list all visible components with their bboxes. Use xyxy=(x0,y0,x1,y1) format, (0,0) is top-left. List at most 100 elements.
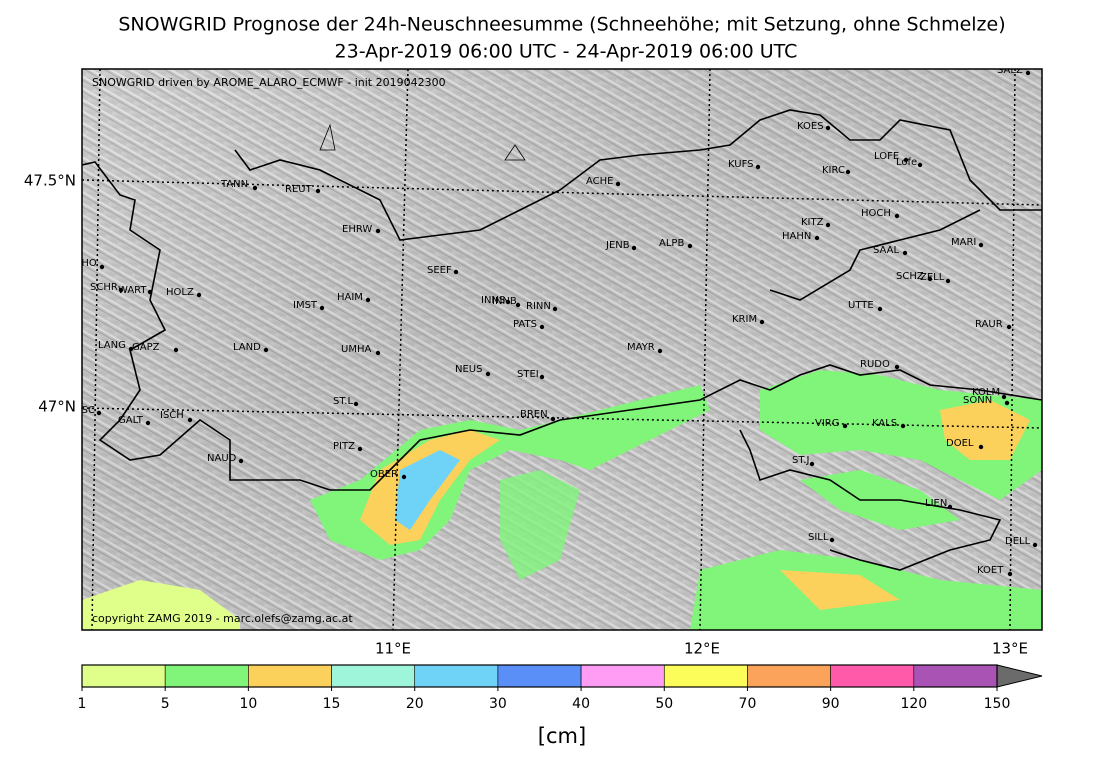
subtitle: 23-Apr-2019 06:00 UTC - 24-Apr-2019 06:0… xyxy=(335,41,798,63)
station-label: INNS xyxy=(481,295,505,306)
copyright: copyright ZAMG 2019 - marc.olefs@zamg.ac… xyxy=(92,612,353,625)
station-label: TANN xyxy=(220,179,248,190)
station-label: DELL xyxy=(1005,536,1031,547)
station-label: KITZ xyxy=(801,217,824,228)
station-label: SAAL xyxy=(873,245,899,256)
station-dot xyxy=(485,371,491,377)
colorbar-tick-label: 90 xyxy=(822,696,840,712)
lon-label: 12°E xyxy=(684,640,720,658)
station-label: ALPB xyxy=(659,238,684,249)
colorbar-bin xyxy=(663,664,748,688)
station-label: KUFS xyxy=(728,159,754,170)
station-label: BREN xyxy=(520,409,548,420)
station-dot xyxy=(1004,400,1010,406)
colorbar-label: [cm] xyxy=(538,724,586,748)
colorbar: 1 5 10 15 20 30 40 50 70 90 120 150[cm] xyxy=(78,664,1043,748)
station-label: INNB xyxy=(492,296,517,307)
lat-label: 47.5°N xyxy=(24,172,76,190)
station-dot xyxy=(903,157,909,163)
station-label: MAYR xyxy=(627,342,655,353)
station-dot xyxy=(263,347,269,353)
station-dot xyxy=(539,324,545,330)
station-label: KOET xyxy=(977,565,1004,576)
station-dot xyxy=(947,504,953,510)
station-dot xyxy=(825,125,831,131)
station-label: GASC xyxy=(67,405,95,416)
station-dot xyxy=(315,188,321,194)
colorbar-tick-label: 70 xyxy=(739,696,757,712)
station-label: RINN xyxy=(526,301,551,312)
station-dot xyxy=(505,299,511,305)
colorbar-tick-label: 120 xyxy=(900,696,927,712)
station-dot xyxy=(550,416,556,422)
colorbar-bin xyxy=(164,664,249,688)
station-dot xyxy=(1001,394,1007,400)
station-label: RUDO xyxy=(860,359,890,370)
station-dot xyxy=(842,423,848,429)
station-dot xyxy=(99,264,105,270)
station-label: REUT xyxy=(285,184,313,195)
station-label: UMHA xyxy=(341,344,371,355)
colorbar-bin xyxy=(580,664,665,688)
station-label: KRIM xyxy=(732,314,757,325)
colorbar-tick-label: 50 xyxy=(655,696,673,712)
station-label: ZELL xyxy=(920,272,945,283)
station-label: Lofe xyxy=(896,157,917,168)
station-label: ST.J xyxy=(792,455,809,466)
station-label: NAUD xyxy=(207,453,237,464)
colorbar-bin xyxy=(81,664,166,688)
station-dot xyxy=(1032,542,1038,548)
title: SNOWGRID Prognose der 24h-Neuschneesumme… xyxy=(118,14,1005,36)
model-note: SNOWGRID driven by AROME_ALARO_ECMWF - i… xyxy=(92,76,446,89)
station-dot xyxy=(978,444,984,450)
station-label: KIRC xyxy=(822,165,845,176)
lakes xyxy=(319,123,526,161)
station-label: KALS xyxy=(872,418,897,429)
colorbar-bin xyxy=(497,664,582,688)
station-label: LOFE xyxy=(874,151,899,162)
station-label: DOEL xyxy=(946,438,974,449)
station-label: OBER xyxy=(370,469,398,480)
station-dot xyxy=(375,350,381,356)
station-dot xyxy=(353,401,359,407)
station-dot xyxy=(809,461,815,467)
station-label: IMST xyxy=(293,300,318,311)
station-dot xyxy=(375,228,381,234)
station-dot xyxy=(365,297,371,303)
station-label: GALT xyxy=(118,415,144,426)
station-label: EHRW xyxy=(342,224,372,235)
station-dot xyxy=(252,185,258,191)
station-dot xyxy=(814,235,820,241)
colorbar-tick-label: 150 xyxy=(984,696,1011,712)
snow-patches xyxy=(82,370,1042,630)
station-dot xyxy=(825,222,831,228)
colorbar-tick-label: 15 xyxy=(323,696,341,712)
colorbar-bin xyxy=(830,664,915,688)
station-label: LANG xyxy=(98,340,126,351)
station-label: HAHN xyxy=(782,231,811,242)
station-dot xyxy=(894,213,900,219)
station-dot xyxy=(978,242,984,248)
axis-labels: 11°E 12°E 13°E 47.5°N 47°N xyxy=(24,172,1028,658)
station-label: SONN xyxy=(963,395,992,406)
station-dot xyxy=(657,348,663,354)
station-dot xyxy=(687,243,693,249)
station-label: KOLM xyxy=(972,387,1000,398)
station-dot xyxy=(319,305,325,311)
colorbar-tick-label: 40 xyxy=(572,696,590,712)
station-label: HOCH xyxy=(861,208,891,219)
colorbar-bin xyxy=(747,664,831,688)
station-label: HAIM xyxy=(337,292,363,303)
station-label: JENB xyxy=(605,240,630,251)
colorbar-tick-label: 10 xyxy=(239,696,257,712)
station-label: PITZ xyxy=(333,441,355,452)
station-dot xyxy=(539,374,545,380)
station-label: ACHE xyxy=(586,176,614,187)
colorbar-frame xyxy=(81,664,998,688)
station-label: VIRG xyxy=(815,418,840,429)
colorbar-extend xyxy=(996,664,1043,688)
station-label: UTTE xyxy=(848,300,874,311)
graticule xyxy=(82,69,1042,630)
